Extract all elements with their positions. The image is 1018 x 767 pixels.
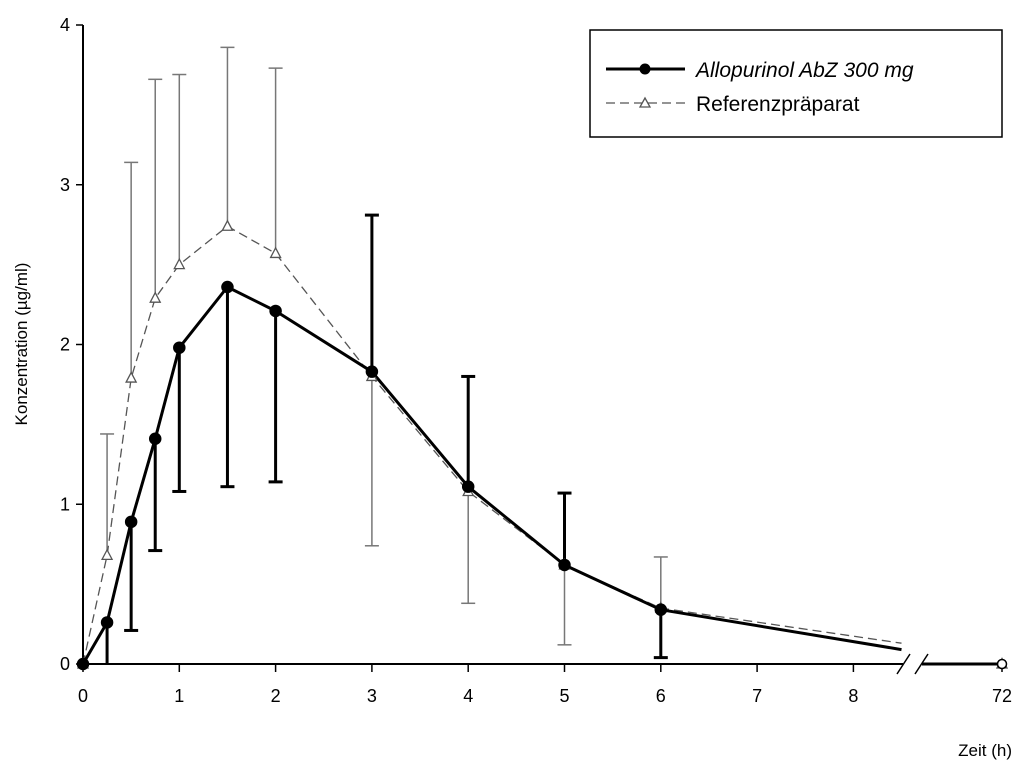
x-tick-label: 6 — [656, 686, 666, 706]
series-line-allopurinol — [81, 285, 902, 665]
marker-triangle — [221, 219, 234, 231]
x-axis-label: Zeit (h) — [958, 741, 1012, 760]
x-tick-label: 7 — [752, 686, 762, 706]
marker-circle — [461, 480, 475, 493]
y-tick-label: 3 — [60, 175, 70, 195]
marker-circle — [654, 603, 668, 616]
x-ticks: 0 1 2 3 4 5 6 7 8 72 — [78, 664, 1012, 706]
marker-triangle — [149, 291, 162, 303]
legend-label-referenz: Referenzpräparat — [696, 93, 860, 116]
marker-circle — [221, 280, 234, 294]
series-lines — [81, 225, 1002, 666]
marker-triangle — [173, 257, 186, 270]
y-axis-label: Konzentration (µg/ml) — [12, 263, 31, 426]
marker-circle — [996, 658, 1008, 670]
marker-circle — [100, 616, 114, 629]
x-tick-label: 2 — [271, 686, 281, 706]
marker-circle — [76, 657, 90, 671]
legend-box — [589, 29, 1003, 138]
x-tick-label: 1 — [174, 686, 184, 706]
x-tick-label: 72 — [992, 686, 1012, 706]
x-tick-label: 5 — [559, 686, 569, 706]
marker-circle — [558, 558, 571, 572]
marker-triangle — [269, 246, 282, 259]
legend-label-allopurinol: Allopurinol AbZ 300 mg — [694, 59, 914, 82]
y-tick-label: 4 — [60, 15, 70, 35]
axis-break-mark-left — [896, 653, 911, 675]
marker-triangle — [125, 371, 138, 383]
series-markers — [76, 219, 1009, 671]
marker-circle — [124, 515, 138, 529]
marker-circle — [148, 432, 162, 446]
x-tick-label: 8 — [848, 686, 858, 706]
x-tick-label: 0 — [78, 686, 88, 706]
legend: Allopurinol AbZ 300 mg Referenzpräparat — [589, 29, 1003, 138]
series-line-referenz — [82, 225, 902, 665]
marker-circle — [365, 365, 379, 378]
x-tick-label: 4 — [463, 686, 473, 706]
marker-triangle — [100, 548, 114, 561]
marker-circle — [173, 341, 186, 354]
axis-break-mark-right — [914, 653, 929, 675]
legend-marker-allopurinol — [639, 63, 651, 75]
marker-circle — [269, 304, 282, 318]
y-tick-label: 0 — [60, 654, 70, 674]
y-tick-label: 2 — [60, 335, 70, 355]
legend-marker-referenz — [638, 96, 652, 108]
axis-break-marks — [896, 653, 929, 675]
x-tick-label: 3 — [367, 686, 377, 706]
error-bars — [100, 46, 668, 664]
y-tick-label: 1 — [60, 494, 70, 514]
y-ticks: 0 1 2 3 4 — [60, 15, 83, 674]
